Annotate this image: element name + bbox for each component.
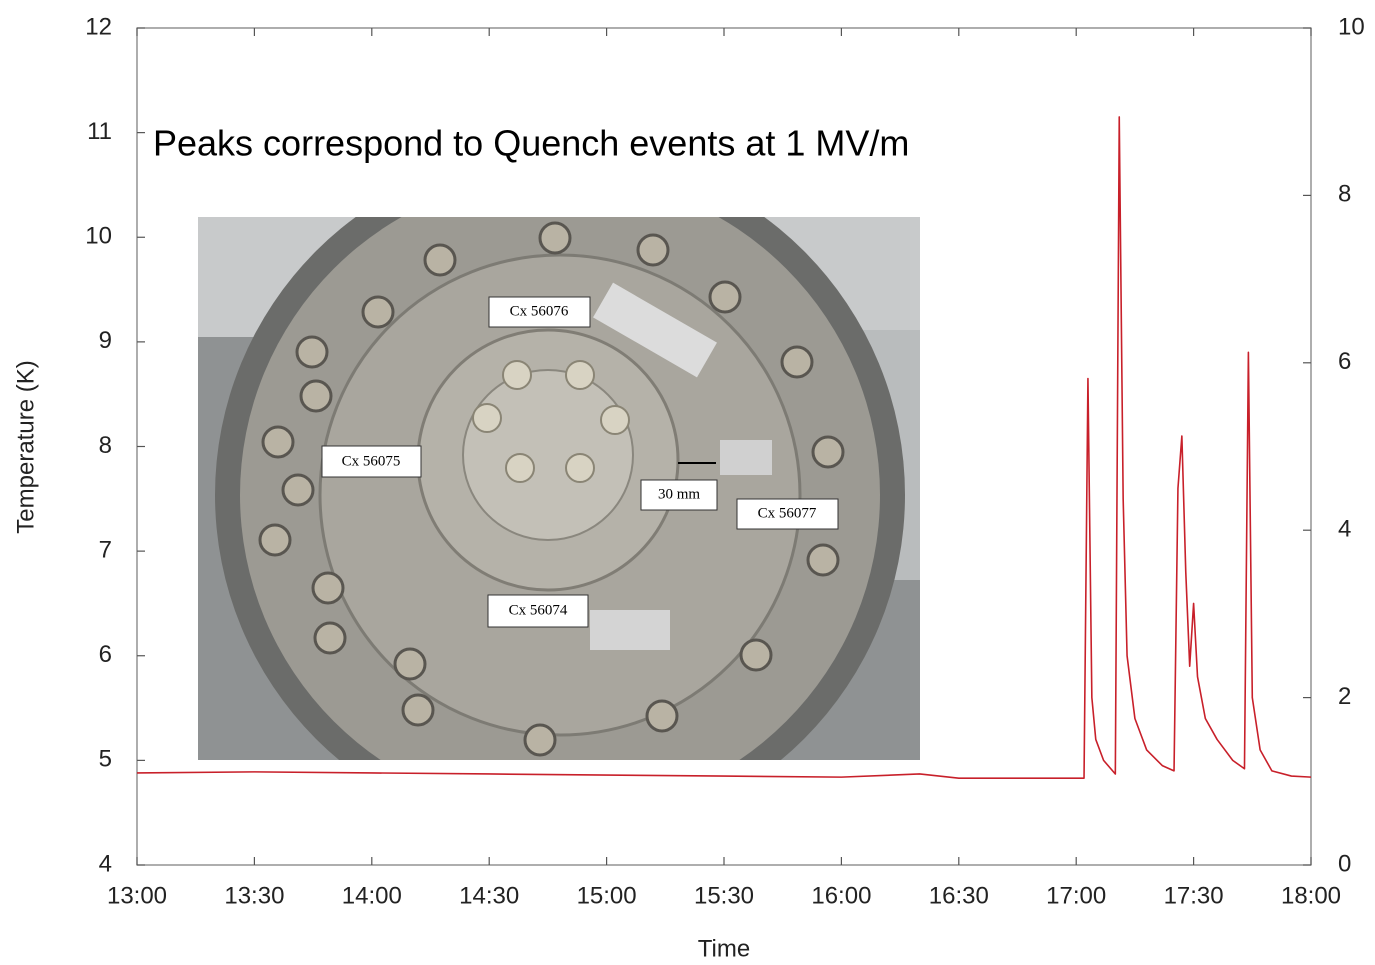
- photo-label: Cx 56077: [758, 505, 817, 521]
- x-tick-label: 14:00: [342, 882, 402, 909]
- y-tick-label: 10: [85, 223, 112, 250]
- inset-photo: [198, 217, 920, 760]
- x-tick-label: 16:00: [811, 882, 871, 909]
- y-tick-label: 4: [99, 850, 112, 877]
- y-tick-label: 7: [99, 536, 112, 563]
- y-axis-label: Temperature (K): [12, 360, 39, 533]
- y-tick-label: 6: [99, 641, 112, 668]
- photo-label: Cx 56075: [342, 453, 401, 469]
- data-line: [136, 116, 1312, 779]
- y2-tick-label: 6: [1338, 348, 1351, 375]
- x-tick-label: 16:30: [929, 882, 989, 909]
- y-tick-label: 11: [87, 118, 112, 145]
- y-tick-label: 8: [99, 432, 112, 459]
- x-tick-label: 15:30: [694, 882, 754, 909]
- y-tick-label: 5: [99, 746, 112, 773]
- photo-label: Cx 56074: [509, 602, 568, 618]
- y2-tick-label: 2: [1338, 683, 1351, 710]
- x-tick-label: 18:00: [1281, 882, 1341, 909]
- x-tick-label: 17:00: [1046, 882, 1106, 909]
- x-axis-label: Time: [698, 935, 750, 962]
- y-tick-label: 9: [99, 327, 112, 354]
- y2-tick-label: 4: [1338, 516, 1351, 543]
- x-tick-label: 17:30: [1164, 882, 1224, 909]
- photo-label: Cx 56076: [510, 303, 569, 319]
- x-tick-label: 14:30: [459, 882, 519, 909]
- chart-title: Peaks correspond to Quench events at 1 M…: [153, 123, 909, 164]
- y2-tick-label: 10: [1338, 13, 1365, 40]
- x-tick-label: 13:30: [224, 882, 284, 909]
- y-tick-label: 12: [85, 13, 112, 40]
- photo-label: 30 mm: [658, 486, 700, 502]
- x-tick-label: 13:00: [107, 882, 167, 909]
- y2-tick-label: 0: [1338, 850, 1351, 877]
- x-tick-label: 15:00: [577, 882, 637, 909]
- y2-tick-label: 8: [1338, 181, 1351, 208]
